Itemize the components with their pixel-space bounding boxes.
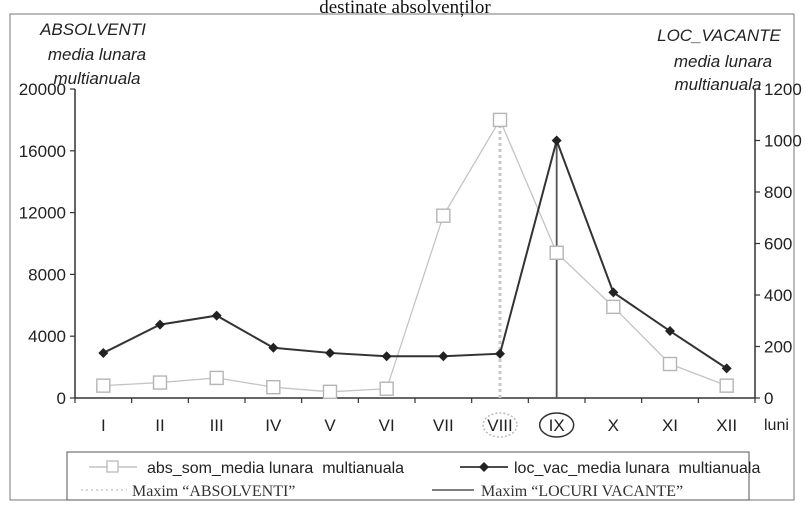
x-ticks: I II III IV V VI VII VIII IX X XI XII [74,398,756,438]
abs-data-point [322,384,338,400]
left-axis-title: ABSOLVENTI media lunara multianuala [39,20,146,88]
series-line-2 [102,137,728,370]
legend-abs-marker [106,460,119,473]
x-tick-label: II [155,416,164,435]
series-line-1 [103,118,727,393]
left-tick-label: 12000 [19,204,66,223]
right-axis-title-line-3: multianuala [675,75,762,94]
legend-maxloc-label: Maxim “LOCURI VACANTE” [481,483,683,500]
loc-data-point [608,287,619,298]
left-axis-title-line-3: multianuala [54,69,141,88]
abs-data-point [549,245,564,260]
legend-maxabs-label: Maxim “ABSOLVENTI” [132,483,295,500]
left-tick-label: 16000 [19,142,66,161]
abs-data-point [209,370,224,386]
loc-data-point [268,342,279,353]
abs-data-point [492,112,508,128]
chart-title: destinate absolvenților [319,0,491,18]
abs-data-point [379,381,394,396]
x-tick-label: VIII [487,416,513,435]
loc-data-point [438,351,449,362]
x-tick-label: I [101,416,106,435]
loc-data-point [98,347,109,358]
right-tick-label: 600 [764,235,792,254]
abs-data-point [266,379,281,395]
x-tick-label: X [608,416,619,435]
x-tick-label: VII [433,416,454,435]
left-axis-title-line-2: media lunara [48,45,146,64]
right-tick-label: 800 [764,183,792,202]
left-axis-title-line-1: ABSOLVENTI [39,20,146,39]
left-tick-label: 8000 [28,265,66,284]
right-tick-label: 400 [764,286,792,305]
loc-data-point [155,319,165,330]
abs-data-point [606,299,621,315]
x-tick-label: V [324,416,336,435]
left-tick-label: 4000 [28,327,66,346]
left-tick-label: 0 [57,389,66,408]
right-tick-label: 0 [764,389,773,408]
x-axis-title: luni [764,417,789,434]
legend-loc-label: loc_vac_media lunara multianuala [514,460,760,477]
abs-data-point [662,356,678,372]
right-axis-title-line-2: media lunara [674,52,772,71]
legend: abs_som_media lunara multianuala loc_vac… [66,451,760,501]
loc-data-point [721,363,732,374]
abs-data-point [152,375,168,390]
abs-data-point [436,208,451,223]
x-tick-label: IX [549,416,565,435]
x-tick-label: III [210,416,224,435]
x-tick-label: IV [265,416,282,435]
loc-data-point [381,351,392,362]
abs-data-point [96,378,111,393]
right-y-ticks: 0 200 400 600 800 1000 1200 [755,80,802,408]
x-tick-label: VI [379,416,395,435]
loc-data-point [211,310,222,321]
legend-box [66,451,750,501]
highlight-circle-IX [538,412,575,438]
right-tick-label: 200 [764,338,792,357]
loc-data-point [495,348,505,359]
loc-data-point [665,326,675,337]
loc-data-point [551,135,562,146]
right-axis-title-line-1: LOC_VACANTE [657,26,781,45]
x-tick-label: XII [716,416,737,435]
right-tick-label: 1000 [764,132,802,151]
left-y-ticks: 0 4000 8000 12000 16000 20000 [19,80,75,408]
loc-data-point [325,347,335,358]
highlight-circle-VIII [482,412,518,438]
legend-abs-label: abs_som_media lunara multianuala [147,460,404,477]
x-tick-label: XI [662,416,678,435]
right-tick-label: 1200 [764,80,802,99]
legend-loc-marker [479,462,489,472]
left-tick-label: 20000 [19,80,66,99]
abs-data-point [719,378,734,393]
reference-lines [498,119,558,398]
right-axis-title: LOC_VACANTE media lunara multianuala [657,26,781,94]
series-layer [96,112,734,400]
